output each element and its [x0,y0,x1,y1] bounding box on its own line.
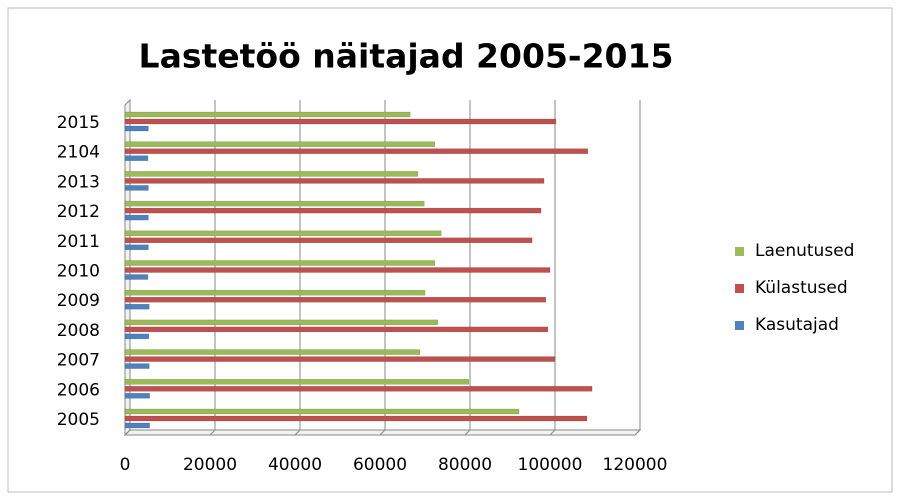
bar [124,289,426,296]
chart-title: Lastetöö näitajad 2005-2015 [139,37,674,76]
bar [124,111,411,118]
bar [124,303,150,310]
y-tick-label: 2104 [57,143,100,163]
bar [124,237,533,244]
bar [124,141,436,147]
y-tick-label: 2010 [57,262,100,282]
legend-swatch [735,321,744,330]
bar [124,125,149,132]
x-tick-label: 0 [120,455,131,475]
y-tick-label: 2007 [57,351,100,371]
legend-label: Külastused [755,278,848,298]
floor-tick [124,429,131,436]
floor-tick [294,429,301,436]
x-tick-label: 120000 [603,455,668,475]
floor-tick [379,429,386,436]
y-tick-label: 2005 [57,410,100,430]
y-tick-label: 2011 [57,232,100,252]
bar [124,214,149,221]
y-tick-label: 2015 [57,113,100,133]
x-tick-label: 80000 [438,455,492,475]
bar [124,326,549,333]
bar [124,333,150,340]
bar [124,244,149,251]
bar [124,178,545,184]
bar [124,296,546,303]
bar [124,422,150,429]
bar [124,274,149,280]
legend-label: Kasutajad [755,315,839,335]
floor-tick [549,429,556,436]
bar [124,363,150,369]
x-tick-label: 40000 [268,455,322,475]
y-tick-label: 2012 [57,202,100,222]
bar [124,200,425,207]
bar [124,260,436,266]
legend-swatch [735,247,744,256]
y-tick-label: 2008 [57,321,100,341]
bar [124,267,551,273]
legend-swatch [735,284,744,293]
floor-tick [209,429,216,436]
bar [124,207,542,214]
bar [124,319,439,326]
y-tick-label: 2009 [57,291,100,311]
x-tick-label: 60000 [353,455,407,475]
y-tick-label: 2013 [57,172,100,192]
bar [124,185,149,191]
bar [124,356,556,362]
bar [124,393,150,399]
bar [124,415,588,422]
bar [124,349,421,355]
bar [124,386,593,392]
floor-tick [464,429,471,436]
bar [124,118,557,125]
bar [124,171,419,177]
bar [124,230,442,237]
bar [124,379,470,385]
y-tick-label: 2006 [57,380,100,400]
floor-tick [634,429,641,436]
bar [124,148,589,154]
bar [124,408,520,415]
x-tick-label: 100000 [518,455,583,475]
x-tick-label: 20000 [183,455,237,475]
legend-label: Laenutused [755,241,854,261]
bar [124,155,149,161]
